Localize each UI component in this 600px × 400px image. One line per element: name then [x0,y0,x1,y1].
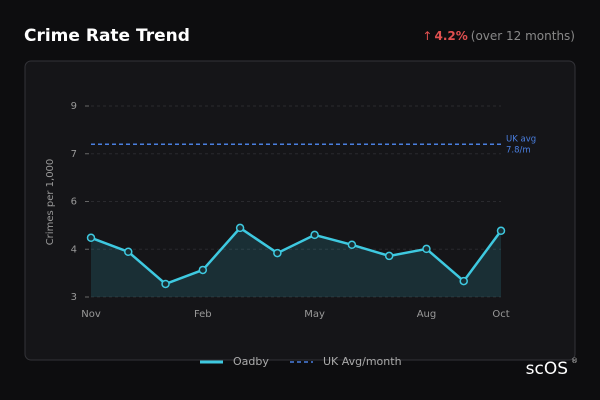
y-tick-label: 9 [71,101,77,112]
y-axis-label: Crimes per 1,000 [45,159,56,246]
logo-mark: ® [571,357,578,365]
point [310,230,319,240]
point [198,265,208,275]
y-tick-label: 7 [71,149,77,160]
point [384,251,394,261]
annotation: 7.8/m [506,146,531,156]
point [459,276,468,286]
point [124,247,133,257]
change-value: 4.2% [434,29,467,43]
y-tick-label: 3 [71,292,77,303]
title: Crime Rate Trend [24,26,190,46]
change-period: (over 12 months) [471,29,575,43]
point [161,279,170,289]
logo: scOS [526,359,568,379]
x-tick-label: Nov [81,309,101,320]
x-tick-label: Oct [492,309,509,320]
area [91,227,501,297]
point [347,240,357,250]
point [496,226,506,236]
x-tick-label: May [304,309,325,320]
x-tick-label: Feb [194,309,212,320]
line [90,226,503,286]
annotation: UK avg [506,135,536,145]
y-tick-label: 4 [71,244,77,255]
change: ↑ 4.2% (over 12 months) [422,29,575,43]
change-arrow: ↑ [422,29,432,43]
point [273,248,282,258]
point [422,244,431,254]
point [86,233,96,243]
legend-label: UK Avg/month [323,355,402,368]
legend-label: Oadby [233,355,269,368]
y-tick-label: 6 [71,197,77,208]
x-tick-label: Aug [417,309,437,320]
point [235,223,245,233]
